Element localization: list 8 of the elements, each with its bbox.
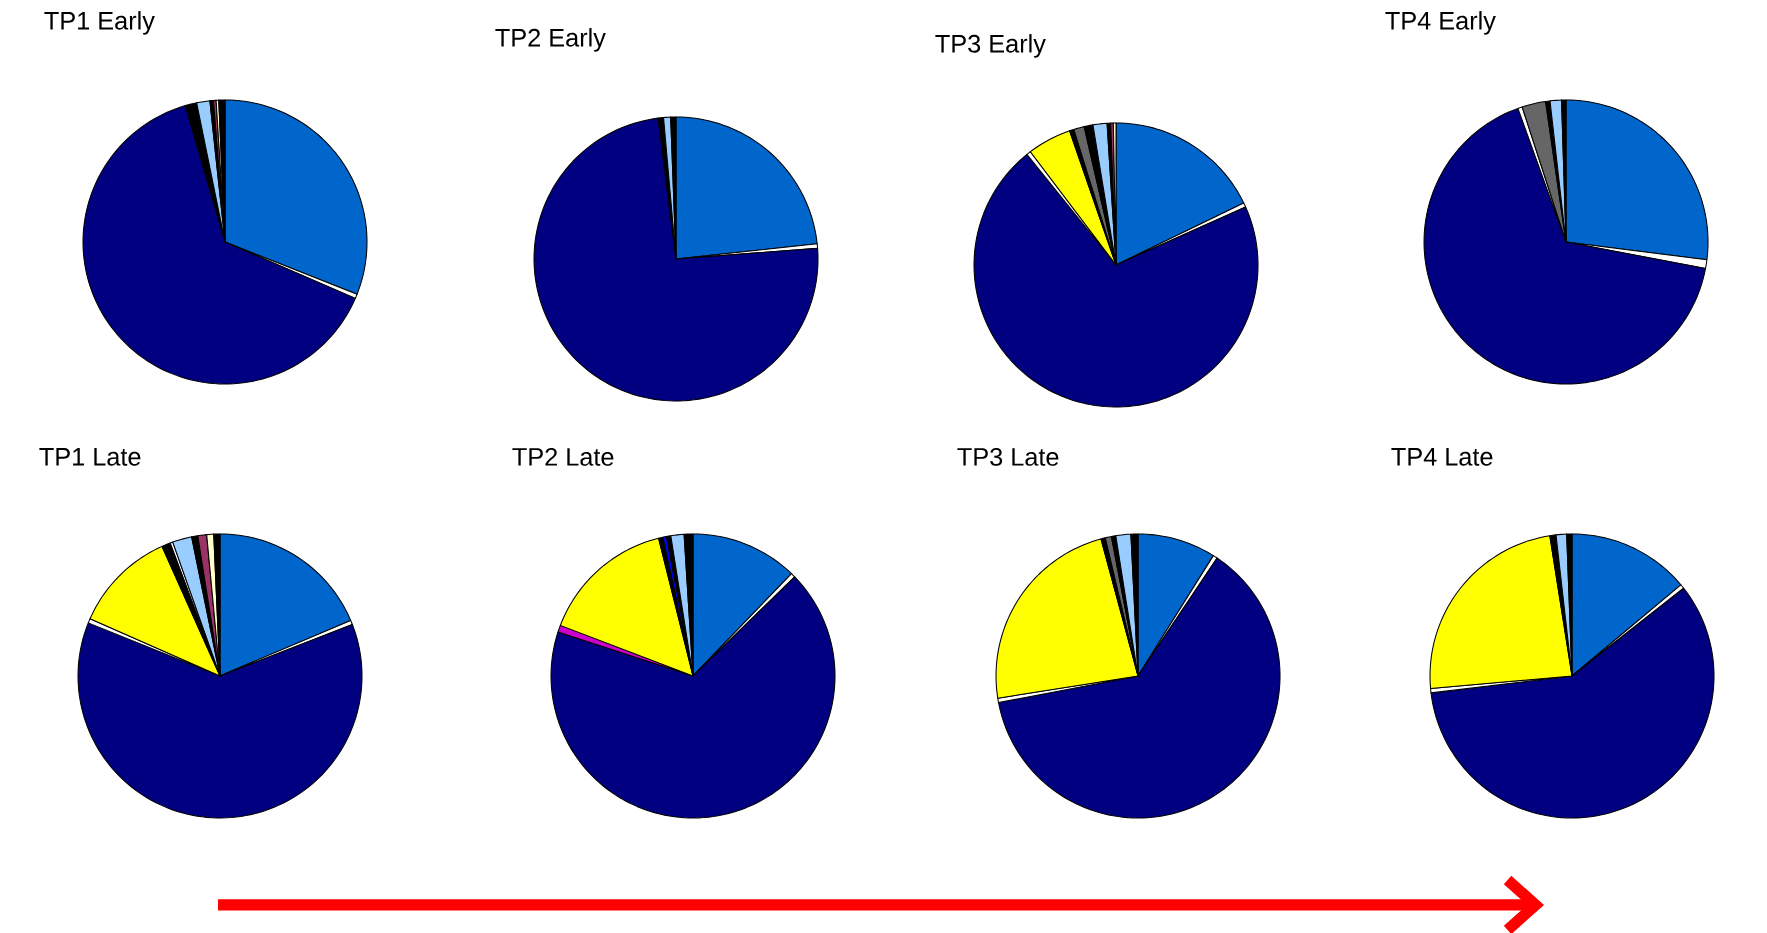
chart-title: TP2 Early <box>495 28 606 52</box>
chart-title: TP1 Early <box>44 11 155 35</box>
chart-title: TP2 Late <box>512 447 614 466</box>
chart-title: TP4 Late <box>1391 448 1493 466</box>
chart-title: TP4 Early <box>1385 11 1496 35</box>
chart-title: TP3 Late <box>957 447 1059 466</box>
chart-title: TP1 Late <box>39 448 141 466</box>
chart-title: TP3 Early <box>935 34 1046 58</box>
